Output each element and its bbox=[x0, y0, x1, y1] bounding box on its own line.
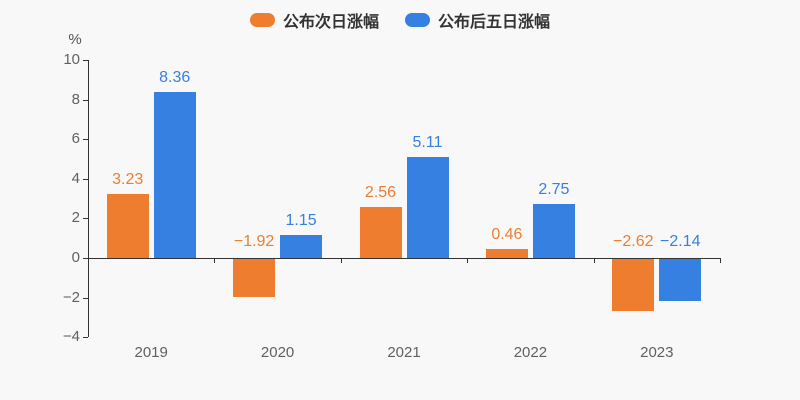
legend-marker-orange-icon bbox=[249, 13, 275, 27]
bar-公布后五日涨幅-2019[interactable] bbox=[153, 92, 196, 258]
x-axis-tick bbox=[593, 258, 595, 263]
x-category-label: 2022 bbox=[513, 344, 548, 361]
y-axis-tick bbox=[83, 258, 88, 259]
y-tick-label: −4 bbox=[62, 328, 80, 346]
value-label: 8.36 bbox=[159, 69, 191, 87]
x-axis-tick bbox=[340, 258, 342, 263]
bar-公布后五日涨幅-2021[interactable] bbox=[406, 156, 449, 258]
y-tick-label: −2 bbox=[62, 288, 80, 306]
value-label: 2.75 bbox=[538, 180, 570, 198]
y-tick-label: 8 bbox=[71, 90, 80, 108]
y-axis-tick bbox=[83, 60, 88, 61]
x-category-label: 2020 bbox=[260, 344, 295, 361]
x-axis-tick bbox=[720, 258, 721, 263]
value-label: 0.46 bbox=[491, 225, 523, 243]
x-category-label: 2021 bbox=[387, 344, 421, 361]
bar-公布次日涨幅-2022[interactable] bbox=[485, 248, 528, 258]
x-axis-tick bbox=[214, 258, 216, 263]
x-axis-tick bbox=[467, 258, 469, 263]
y-tick-label: 6 bbox=[71, 130, 80, 148]
legend-item-five-day-change[interactable]: 公布后五日涨幅 bbox=[405, 8, 550, 32]
y-axis-tick bbox=[83, 218, 88, 220]
legend-marker-blue-icon bbox=[405, 13, 430, 27]
value-label: −2.14 bbox=[660, 233, 701, 250]
bar-公布后五日涨幅-2020[interactable] bbox=[280, 235, 323, 258]
value-label: −2.62 bbox=[613, 233, 654, 250]
value-label: 2.56 bbox=[364, 184, 397, 202]
y-axis-tick bbox=[83, 337, 88, 339]
bar-公布后五日涨幅-2023[interactable] bbox=[659, 259, 702, 302]
bar-公布次日涨幅-2021[interactable] bbox=[359, 207, 402, 258]
value-label: 5.11 bbox=[412, 133, 443, 151]
value-label: 3.23 bbox=[112, 171, 144, 189]
y-axis-tick bbox=[83, 99, 88, 101]
y-tick-label: 0 bbox=[71, 249, 80, 266]
y-axis-line bbox=[88, 60, 89, 338]
legend-label-next-day-change: 公布次日涨幅 bbox=[282, 14, 379, 31]
y-axis-unit-label: % bbox=[68, 31, 82, 48]
x-axis-zero-line bbox=[88, 258, 721, 259]
y-axis-tick bbox=[83, 297, 88, 299]
legend-label-five-day-change: 公布后五日涨幅 bbox=[438, 14, 551, 31]
chart-legend: 公布次日涨幅 公布后五日涨幅 bbox=[0, 8, 800, 32]
y-axis-tick bbox=[83, 139, 88, 141]
value-label: 1.15 bbox=[285, 212, 317, 230]
y-tick-label: 10 bbox=[63, 51, 80, 68]
y-axis-tick bbox=[83, 178, 88, 180]
y-tick-label: 2 bbox=[71, 209, 80, 227]
bar-公布次日涨幅-2023[interactable] bbox=[612, 259, 655, 311]
x-category-label: 2023 bbox=[640, 344, 674, 361]
bar-公布次日涨幅-2019[interactable] bbox=[106, 194, 149, 258]
legend-item-next-day-change[interactable]: 公布次日涨幅 bbox=[249, 8, 379, 32]
bar-公布次日涨幅-2020[interactable] bbox=[233, 259, 276, 298]
x-category-label: 2019 bbox=[134, 344, 168, 361]
y-tick-label: 4 bbox=[71, 169, 80, 187]
value-label: −1.92 bbox=[233, 233, 275, 250]
bar-公布后五日涨幅-2022[interactable] bbox=[532, 203, 575, 258]
